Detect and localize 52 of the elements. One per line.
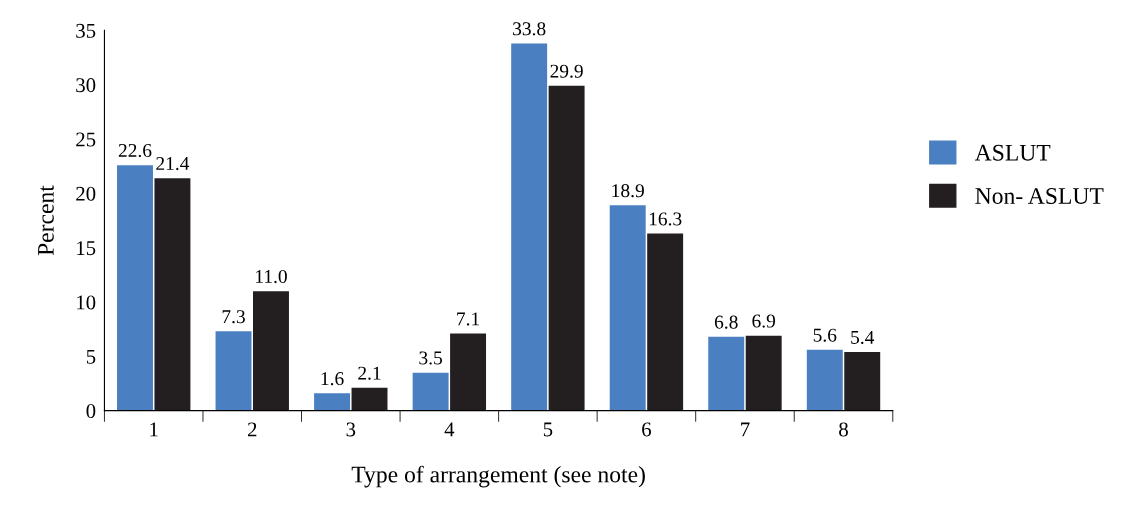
y-tick-label: 0 <box>86 404 96 419</box>
data-label: 18.9 <box>612 184 644 198</box>
y-tick-label: 20 <box>76 186 96 201</box>
bar <box>647 233 684 411</box>
x-tick-label: 7 <box>741 422 750 437</box>
data-label: 16.3 <box>649 212 682 226</box>
data-label: 5.4 <box>851 330 875 344</box>
x-tick-label: 6 <box>642 422 652 437</box>
x-tick-label: 1 <box>150 422 158 437</box>
y-tick-label: 15 <box>77 241 96 256</box>
y-tick-label: 35 <box>76 23 96 38</box>
data-label: 29.9 <box>550 64 583 78</box>
y-tick-label: 30 <box>76 78 96 93</box>
bar <box>548 85 585 411</box>
y-tick-label: 5 <box>86 349 96 364</box>
bar <box>412 372 449 411</box>
x-axis-title: Type of arrangement (see note) <box>351 465 645 488</box>
x-tick-label: 5 <box>543 422 553 437</box>
bar <box>745 335 782 411</box>
bar <box>314 393 351 411</box>
data-label: 5.6 <box>813 328 837 342</box>
legend-label: ASLUT <box>974 144 1051 161</box>
bar <box>117 165 153 411</box>
data-label: 1.6 <box>321 372 344 386</box>
bar <box>154 178 191 411</box>
data-label: 7.3 <box>222 310 245 324</box>
bar <box>806 349 843 411</box>
legend-label: Non- ASLUT <box>975 188 1104 204</box>
x-tick-label: 3 <box>346 422 356 437</box>
bar <box>253 291 289 411</box>
y-axis-title: Percent <box>38 185 54 256</box>
bar <box>609 205 646 411</box>
data-label: 11.0 <box>256 269 287 284</box>
data-label: 33.8 <box>513 22 546 36</box>
data-label: 22.6 <box>118 143 152 158</box>
x-tick-label: 4 <box>444 422 455 437</box>
data-label: 21.4 <box>156 156 190 171</box>
bar <box>450 333 487 411</box>
data-label: 6.8 <box>714 315 738 329</box>
data-label: 7.1 <box>457 312 480 326</box>
bar <box>215 331 252 411</box>
y-tick-label: 25 <box>76 132 96 147</box>
bar <box>351 387 388 411</box>
y-tick-label: 10 <box>77 295 96 310</box>
bar <box>511 43 548 411</box>
data-label: 3.5 <box>419 351 443 365</box>
bar <box>844 352 881 411</box>
x-tick-label: 2 <box>247 422 257 437</box>
x-tick-label: 8 <box>839 422 848 437</box>
data-label: 2.1 <box>358 366 381 380</box>
data-label: 6.9 <box>752 314 776 328</box>
bar <box>708 336 745 411</box>
